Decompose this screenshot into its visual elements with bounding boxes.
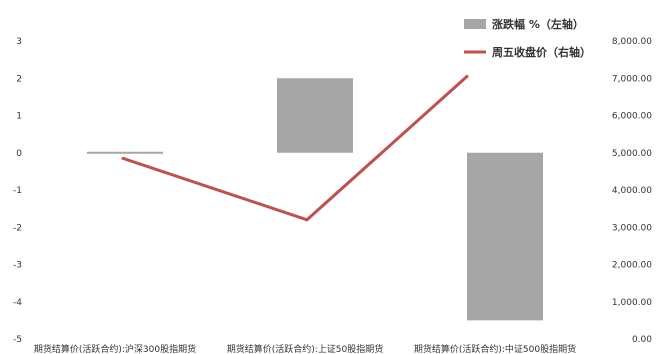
left-tick-label: 2 — [16, 74, 22, 84]
category-label-3: 期货结算价(活跃合约):中证500股指期货 — [414, 343, 576, 354]
right-tick-label: 4,000.00 — [612, 186, 652, 196]
left-axis-ticks: 3 2 1 0 -1 -2 -3 -4 -5 — [13, 37, 22, 345]
legend-line-label: 周五收盘价（右轴） — [492, 45, 591, 59]
right-tick-label: 0.00 — [632, 335, 652, 345]
right-tick-label: 1,000.00 — [612, 298, 652, 308]
category-label-1: 期货结算价(活跃合约):沪深300股指期货 — [34, 343, 196, 354]
left-tick-label: 1 — [16, 112, 22, 122]
left-tick-label: -4 — [13, 298, 22, 308]
bar-3 — [467, 152, 543, 321]
left-tick-label: 0 — [16, 149, 22, 159]
right-tick-label: 5,000.00 — [612, 149, 652, 159]
line-point-1 — [121, 156, 125, 160]
line-point-3 — [465, 74, 469, 78]
legend: 涨跌幅 %（左轴） 周五收盘价（右轴） — [464, 17, 591, 59]
left-tick-label: -5 — [13, 335, 22, 345]
left-tick-label: -2 — [13, 223, 22, 233]
bar-2 — [277, 78, 353, 153]
right-axis-ticks: 8,000.00 7,000.00 6,000.00 5,000.00 4,000.00… — [612, 37, 652, 345]
right-tick-label: 2,000.00 — [612, 261, 652, 271]
left-tick-label: 3 — [16, 37, 22, 47]
legend-bar-label: 涨跌幅 %（左轴） — [492, 17, 584, 31]
right-tick-label: 6,000.00 — [612, 112, 652, 122]
bar-series — [87, 78, 543, 321]
bar-1 — [87, 151, 163, 154]
category-labels: 期货结算价(活跃合约):沪深300股指期货 期货结算价(活跃合约):上证50股指期… — [34, 343, 576, 354]
line-point-2 — [305, 218, 309, 222]
right-tick-label: 8,000.00 — [612, 37, 652, 47]
line-series — [121, 74, 469, 222]
right-tick-label: 3,000.00 — [612, 223, 652, 233]
category-label-2: 期货结算价(活跃合约):上证50股指期货 — [227, 343, 384, 354]
left-tick-label: -1 — [13, 186, 22, 196]
right-tick-label: 7,000.00 — [612, 74, 652, 84]
left-tick-label: -3 — [13, 261, 22, 271]
legend-bar-swatch — [464, 19, 486, 29]
